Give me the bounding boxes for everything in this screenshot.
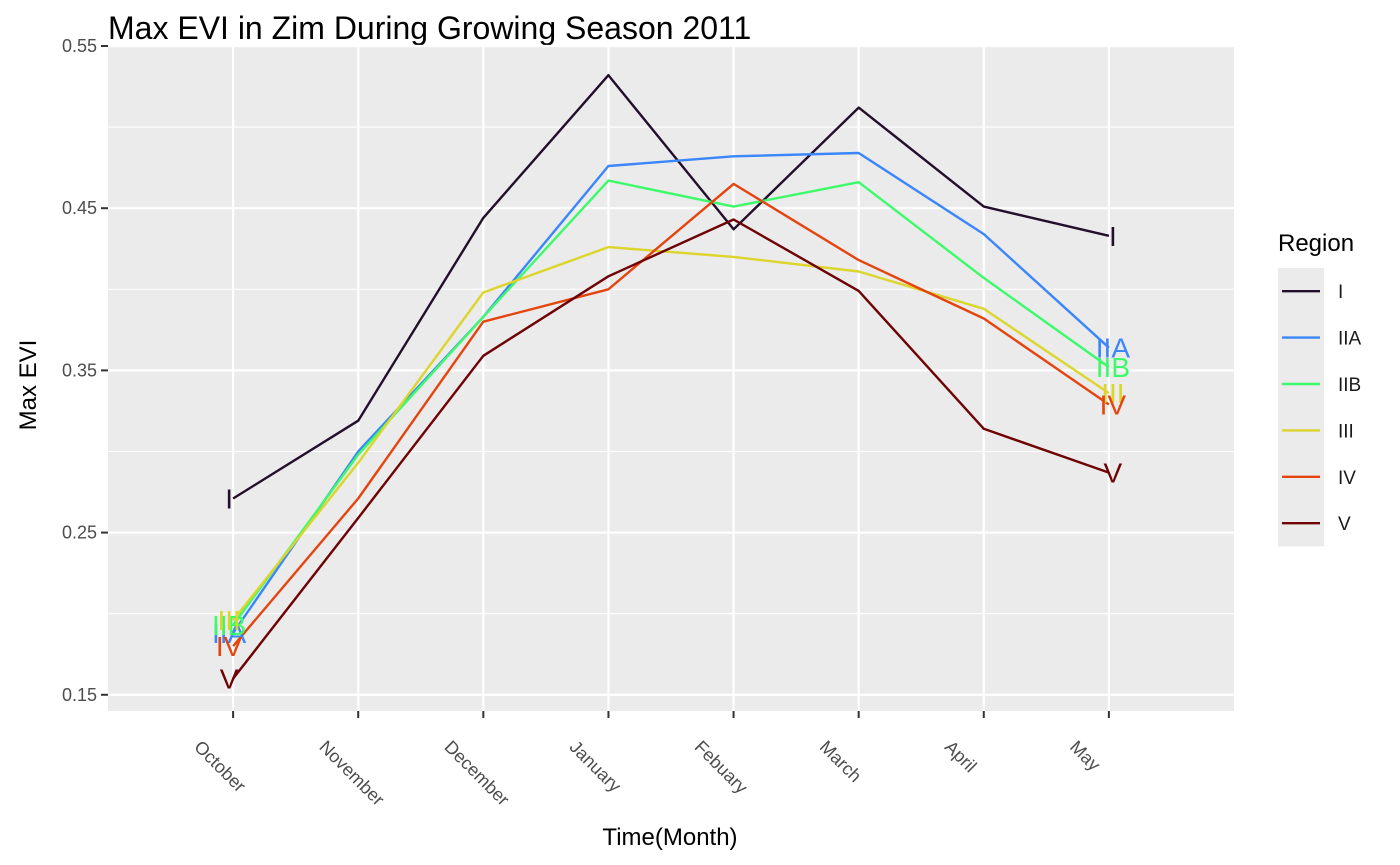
panel-background [108,46,1234,711]
legend-key-background [1278,268,1324,547]
end-label-end-v: V [1104,458,1123,489]
legend-label-iia: IIA [1338,329,1362,350]
end-label-start-i: I [225,484,233,515]
x-tick-label: April [941,737,981,777]
plot-panel [108,46,1234,711]
gridlines [108,44,1234,711]
end-label-end-iii: III [1101,378,1124,409]
x-tick-label: March [816,737,866,787]
y-tick-label: 0.15 [62,685,97,705]
end-label-start-iia: IIA [212,618,247,649]
end-label-end-iib: IIB [1096,352,1130,383]
x-axis-title: Time(Month) [602,824,737,851]
series-line-iv [232,182,1110,647]
legend-label-iii: III [1338,421,1354,442]
y-tick-label: 0.35 [62,360,97,380]
end-label-start-v: V [220,664,239,695]
y-tick-label: 0.25 [62,523,97,543]
legend-label-iib: IIB [1338,375,1361,396]
legend-label-i: I [1338,282,1343,303]
legend-label-v: V [1338,514,1351,535]
series-line-iia [232,151,1110,634]
series-line-iii [232,245,1110,621]
end-label-end-iv: IV [1100,389,1127,420]
end-label-start-iib: IIB [212,610,246,641]
x-tick-label: December [441,737,514,810]
legend-label-iv: IV [1338,468,1356,489]
series-line-iib [232,179,1110,626]
x-tick-label: October [190,737,249,796]
chart-title: Max EVI in Zim During Growing Season 201… [108,10,751,46]
series-line-v [232,218,1110,680]
legend-title: Region [1278,230,1354,257]
y-axis-title: Max EVI [15,340,42,431]
x-tick-label: May [1066,737,1104,775]
x-tick-label: January [566,737,625,796]
y-tick-label: 0.45 [62,198,97,218]
series-line-i [232,73,1110,500]
x-tick-label: Febuary [691,737,752,798]
end-label-start-iii: III [217,605,240,636]
end-label-start-iv: IV [216,631,243,662]
series-lines [232,73,1110,680]
y-tick-label: 0.55 [62,36,97,56]
legend: Region I IIA IIB III IV V [1278,230,1362,547]
x-tick-label: November [315,737,388,810]
end-label-end-i: I [1109,221,1117,252]
end-label-end-iia: IIA [1096,333,1131,364]
